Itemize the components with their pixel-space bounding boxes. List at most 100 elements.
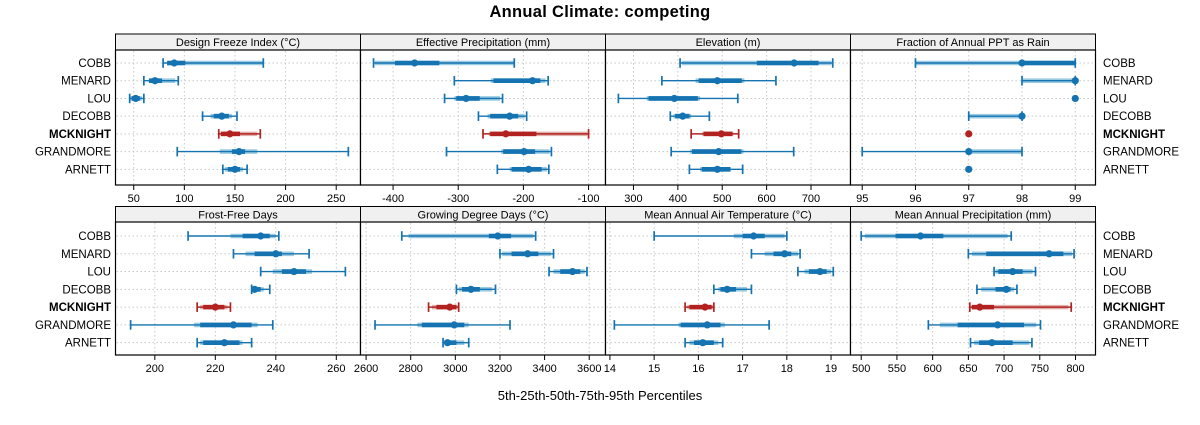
axis-tick-label: 3000: [443, 363, 467, 375]
panel-marks-effective-precipitation: [372, 58, 590, 175]
median-dot-DECOBB-effective-precipitation: [506, 112, 514, 120]
axis-tick-label: 98: [1016, 193, 1028, 205]
median-dot-LOU-effective-precipitation: [462, 94, 470, 103]
strip-label-effective-precipitation: Effective Precipitation (mm): [416, 37, 550, 49]
axis-tick-label: 16: [692, 363, 704, 375]
axis-tick-label: 500: [852, 363, 870, 375]
median-dot-COBB-fraction-ppt-rain: [1018, 59, 1026, 67]
median-dot-MENARD-elevation: [713, 77, 721, 85]
axis-tick-label: 2800: [398, 363, 422, 375]
site-label-left-GRANDMORE: GRANDMORE: [35, 147, 111, 159]
median-dot-LOU-mean-annual-precipitation: [1009, 267, 1017, 276]
site-label-right-DECOBB: DECOBB: [1103, 284, 1152, 296]
panel-marks-design-freeze-index: [128, 58, 350, 175]
site-label-right-COBB: COBB: [1103, 58, 1136, 70]
median-dot-MENARD-mean-annual-air-temperature: [781, 250, 789, 258]
median-dot-ARNETT-frost-free-days: [220, 339, 228, 347]
axis-tick-label: 17: [736, 363, 748, 375]
axis-tick-label: 95: [856, 193, 868, 205]
site-label-left-GRANDMORE: GRANDMORE: [35, 320, 111, 332]
site-label-left-DECOBB: DECOBB: [62, 284, 111, 296]
median-dot-ARNETT-mean-annual-precipitation: [988, 339, 996, 347]
median-dot-COBB-elevation: [790, 59, 798, 67]
site-label-right-MCKNIGHT: MCKNIGHT: [1103, 302, 1165, 314]
axis-tick-label: 600: [923, 363, 941, 375]
strip-label-elevation: Elevation (m): [696, 37, 761, 49]
axis-tick-label: 220: [206, 363, 224, 375]
site-label-right-GRANDMORE: GRANDMORE: [1103, 320, 1179, 332]
site-label-left-ARNETT: ARNETT: [65, 338, 111, 350]
axis-tick-label: 200: [146, 363, 164, 375]
axis-tick-label: -100: [578, 193, 600, 205]
median-dot-LOU-fraction-ppt-rain: [1071, 94, 1079, 103]
axis-tick-label: 700: [995, 363, 1013, 375]
median-dot-ARNETT-fraction-ppt-rain: [965, 165, 973, 173]
median-dot-COBB-growing-degree-days: [494, 232, 502, 240]
axis-tick-label: 97: [963, 193, 975, 205]
site-label-right-COBB: COBB: [1103, 231, 1136, 243]
axis-tick-label: 400: [669, 193, 687, 205]
median-dot-COBB-effective-precipitation: [410, 59, 419, 67]
site-label-right-ARNETT: ARNETT: [1103, 164, 1149, 176]
median-dot-GRANDMORE-effective-precipitation: [520, 148, 528, 156]
panel-bg-elevation: [605, 50, 851, 185]
axis-tick-label: 2600: [354, 363, 378, 375]
axis-tick-label: 100: [175, 193, 193, 205]
site-label-right-LOU: LOU: [1103, 93, 1127, 105]
axis-tick-label: -300: [447, 193, 469, 205]
median-dot-MCKNIGHT-growing-degree-days: [446, 303, 454, 311]
median-dot-ARNETT-design-freeze-index: [231, 165, 239, 173]
axis-tick-label: 50: [128, 193, 140, 205]
axis-tick-label: -200: [512, 193, 534, 205]
axis-tick-label: -400: [382, 193, 404, 205]
panel-marks-growing-degree-days: [374, 231, 588, 348]
axis-tick-label: 750: [1031, 363, 1049, 375]
axis-tick-label: 300: [624, 193, 642, 205]
median-dot-DECOBB-design-freeze-index: [218, 112, 226, 120]
median-dot-MENARD-growing-degree-days: [524, 250, 532, 258]
median-dot-ARNETT-effective-precipitation: [525, 165, 533, 173]
median-dot-LOU-elevation: [670, 94, 678, 103]
median-dot-DECOBB-elevation: [679, 112, 687, 120]
panel-bg-mean-annual-precipitation: [850, 222, 1096, 355]
strip-label-growing-degree-days: Growing Degree Days (°C): [418, 209, 549, 221]
median-dot-DECOBB-mean-annual-air-temperature: [723, 285, 731, 293]
panel-marks-mean-annual-precipitation: [860, 231, 1075, 348]
panel-bg-effective-precipitation: [360, 50, 606, 185]
median-dot-MENARD-mean-annual-precipitation: [1045, 250, 1053, 258]
median-dot-COBB-frost-free-days: [257, 232, 265, 240]
median-dot-MENARD-fraction-ppt-rain: [1071, 77, 1079, 85]
axis-tick-label: 3400: [532, 363, 556, 375]
median-dot-DECOBB-mean-annual-precipitation: [1002, 285, 1010, 293]
panel-border-fraction-ppt-rain: [849, 49, 1097, 186]
axis-tick-label: 250: [327, 193, 345, 205]
strip-label-mean-annual-precipitation: Mean Annual Precipitation (mm): [895, 209, 1052, 221]
axis-tick-label: 15: [648, 363, 660, 375]
median-dot-COBB-mean-annual-precipitation: [916, 232, 925, 240]
strip-label-fraction-ppt-rain: Fraction of Annual PPT as Rain: [896, 37, 1049, 49]
median-dot-ARNETT-growing-degree-days: [443, 339, 452, 347]
site-label-right-MENARD: MENARD: [1103, 76, 1153, 88]
median-dot-MCKNIGHT-frost-free-days: [211, 303, 219, 311]
median-dot-GRANDMORE-elevation: [715, 148, 723, 156]
median-dot-LOU-mean-annual-air-temperature: [816, 267, 824, 276]
axis-tick-label: 700: [802, 193, 820, 205]
site-label-left-LOU: LOU: [87, 93, 111, 105]
site-label-left-COBB: COBB: [78, 58, 111, 70]
site-label-right-LOU: LOU: [1103, 267, 1127, 279]
panel-bg-design-freeze-index: [115, 50, 361, 185]
median-dot-MCKNIGHT-fraction-ppt-rain: [965, 130, 973, 138]
median-dot-LOU-design-freeze-index: [132, 94, 140, 103]
median-dot-GRANDMORE-mean-annual-precipitation: [994, 321, 1002, 329]
site-label-left-LOU: LOU: [87, 267, 111, 279]
median-dot-LOU-frost-free-days: [290, 267, 298, 276]
median-dot-DECOBB-fraction-ppt-rain: [1018, 112, 1026, 120]
median-dot-ARNETT-mean-annual-air-temperature: [699, 339, 707, 347]
axis-tick-label: 14: [604, 363, 616, 375]
site-label-left-ARNETT: ARNETT: [65, 164, 111, 176]
axis-tick-label: 550: [888, 363, 906, 375]
median-dot-GRANDMORE-growing-degree-days: [450, 321, 458, 329]
panel-bg-frost-free-days: [115, 222, 361, 355]
strip-label-mean-annual-air-temperature: Mean Annual Air Temperature (°C): [644, 209, 811, 221]
